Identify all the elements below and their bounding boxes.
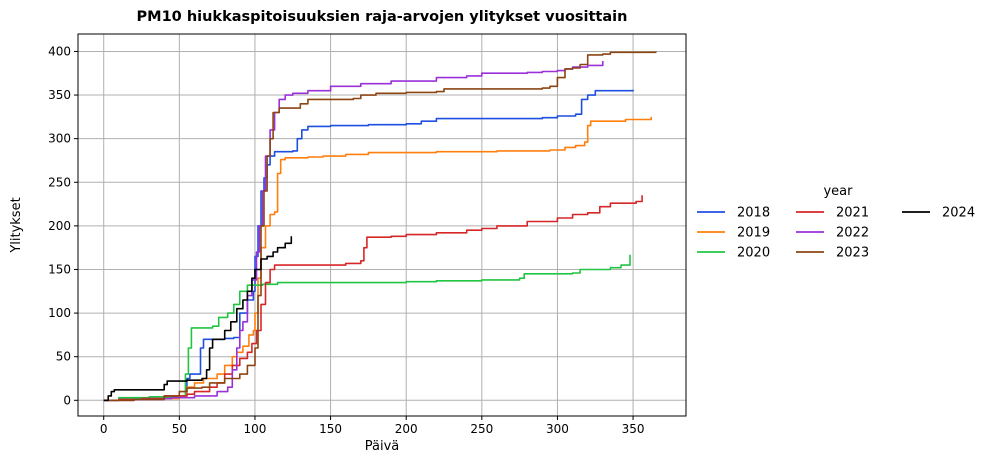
series-line-2019 bbox=[103, 116, 652, 402]
y-axis-label: Ylitykset bbox=[9, 197, 24, 253]
series-line-2023 bbox=[103, 51, 657, 402]
y-tick-label: 200 bbox=[48, 219, 71, 233]
x-axis-ticks: 0 50 100 150 200 250 300 350 bbox=[100, 416, 645, 436]
legend-label-2023: 2023 bbox=[836, 246, 869, 261]
y-tick-label: 400 bbox=[48, 44, 71, 58]
grid bbox=[78, 34, 686, 416]
y-tick-label: 150 bbox=[48, 262, 71, 276]
legend-label-2024: 2024 bbox=[942, 206, 975, 221]
plot-frame bbox=[77, 33, 687, 417]
y-tick-label: 300 bbox=[48, 132, 71, 146]
x-axis-label: Päivä bbox=[365, 439, 400, 454]
series-line-2024 bbox=[103, 236, 293, 402]
x-tick-label: 50 bbox=[172, 422, 187, 436]
y-tick-label: 350 bbox=[48, 88, 71, 102]
legend-label-2019: 2019 bbox=[737, 226, 770, 241]
chart-title: PM10 hiukkaspitoisuuksien raja-arvojen y… bbox=[137, 9, 628, 25]
x-tick-label: 300 bbox=[546, 422, 569, 436]
x-tick-label: 200 bbox=[395, 422, 418, 436]
series-line-2018 bbox=[103, 89, 634, 402]
x-tick-label: 0 bbox=[100, 422, 108, 436]
legend-label-2020: 2020 bbox=[737, 246, 770, 261]
x-tick-label: 100 bbox=[244, 422, 267, 436]
series-lines bbox=[103, 51, 657, 402]
x-tick-label: 250 bbox=[470, 422, 493, 436]
legend: year 2018 2019 2020 2021 2022 2023 2024 bbox=[697, 184, 975, 261]
series-line-2022 bbox=[103, 61, 604, 402]
series-line-2020 bbox=[103, 254, 631, 402]
legend-title: year bbox=[823, 184, 853, 199]
x-tick-label: 350 bbox=[622, 422, 645, 436]
legend-label-2021: 2021 bbox=[836, 206, 869, 221]
legend-label-2018: 2018 bbox=[737, 206, 770, 221]
x-tick-label: 150 bbox=[319, 422, 342, 436]
y-axis-ticks: 0 50 100 150 200 250 300 350 400 bbox=[48, 44, 78, 407]
y-tick-label: 0 bbox=[63, 393, 71, 407]
y-tick-label: 100 bbox=[48, 306, 71, 320]
y-tick-label: 250 bbox=[48, 175, 71, 189]
legend-label-2022: 2022 bbox=[836, 226, 869, 241]
y-tick-label: 50 bbox=[56, 350, 71, 364]
